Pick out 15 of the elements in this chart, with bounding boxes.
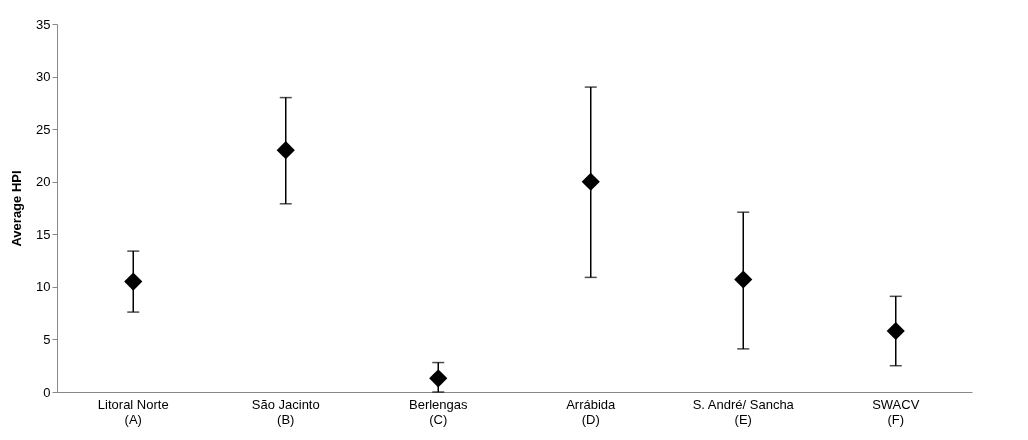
y-tick-label: 30: [36, 69, 51, 85]
x-tick-label: Berlengas (C): [408, 396, 469, 427]
x-tick-label: Litoral Norte (A): [97, 396, 169, 427]
y-tick-label: 35: [36, 16, 51, 32]
y-tick-label: 20: [36, 174, 51, 190]
y-tick-label: 25: [36, 121, 51, 137]
y-tick-label: 15: [36, 226, 51, 242]
x-tick-label: São Jacinto (B): [251, 396, 320, 427]
y-tick-label: 10: [36, 279, 51, 295]
y-axis-title: Average HPI: [9, 170, 25, 247]
x-tick-label: Arrábida (D): [566, 396, 617, 427]
y-tick-label: 0: [43, 384, 51, 400]
x-tick-label: SWACV (F): [872, 396, 920, 427]
x-tick-label: S. André/ Sancha (E): [692, 396, 795, 427]
y-tick-label: 5: [43, 331, 51, 347]
